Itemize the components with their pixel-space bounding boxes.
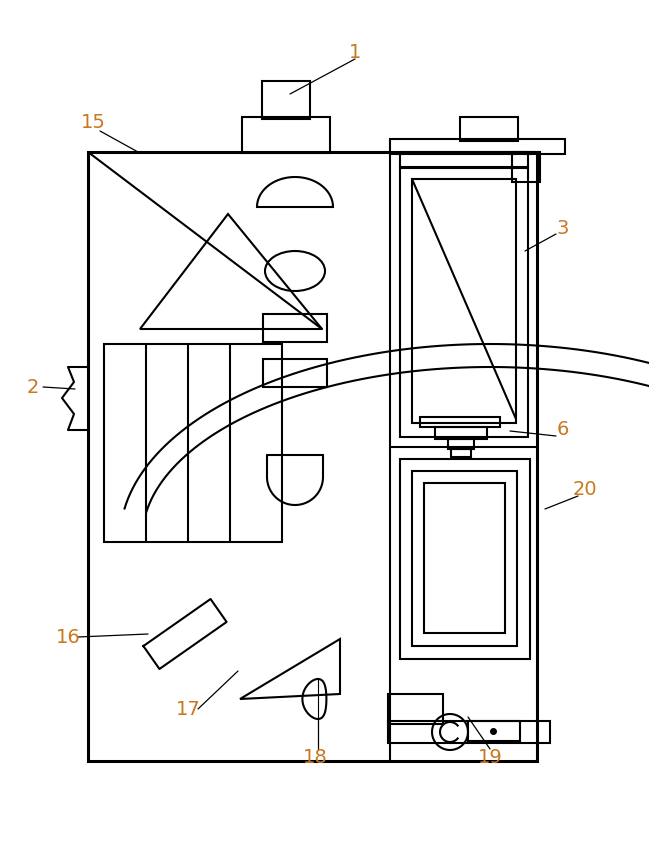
Text: 20: 20	[572, 480, 597, 499]
Bar	[400, 153, 528, 169]
Bar	[468, 721, 520, 741]
Bar	[512, 153, 540, 183]
Bar	[104, 344, 282, 543]
Bar	[412, 472, 517, 647]
Bar	[460, 118, 518, 142]
Bar	[242, 118, 330, 154]
Text: 17: 17	[176, 700, 201, 718]
Text: 3: 3	[557, 219, 569, 237]
Text: 6: 6	[557, 420, 569, 439]
Text: 15: 15	[80, 113, 105, 133]
Bar	[448, 440, 474, 450]
Bar	[400, 459, 530, 659]
Bar	[388, 721, 550, 743]
Text: 16: 16	[56, 628, 80, 647]
Text: 18: 18	[302, 748, 327, 766]
Bar	[263, 360, 327, 387]
Bar	[412, 180, 516, 424]
Text: 19: 19	[478, 748, 502, 766]
Text: 1: 1	[349, 42, 361, 62]
Bar	[262, 82, 310, 120]
Text: 2: 2	[27, 378, 39, 397]
Bar	[420, 418, 500, 428]
Bar	[388, 694, 443, 724]
Bar	[451, 450, 471, 457]
Bar	[263, 315, 327, 343]
Bar	[88, 153, 537, 761]
Bar	[390, 140, 565, 154]
Bar	[435, 428, 487, 440]
Bar	[424, 484, 505, 633]
Bar	[400, 168, 528, 437]
